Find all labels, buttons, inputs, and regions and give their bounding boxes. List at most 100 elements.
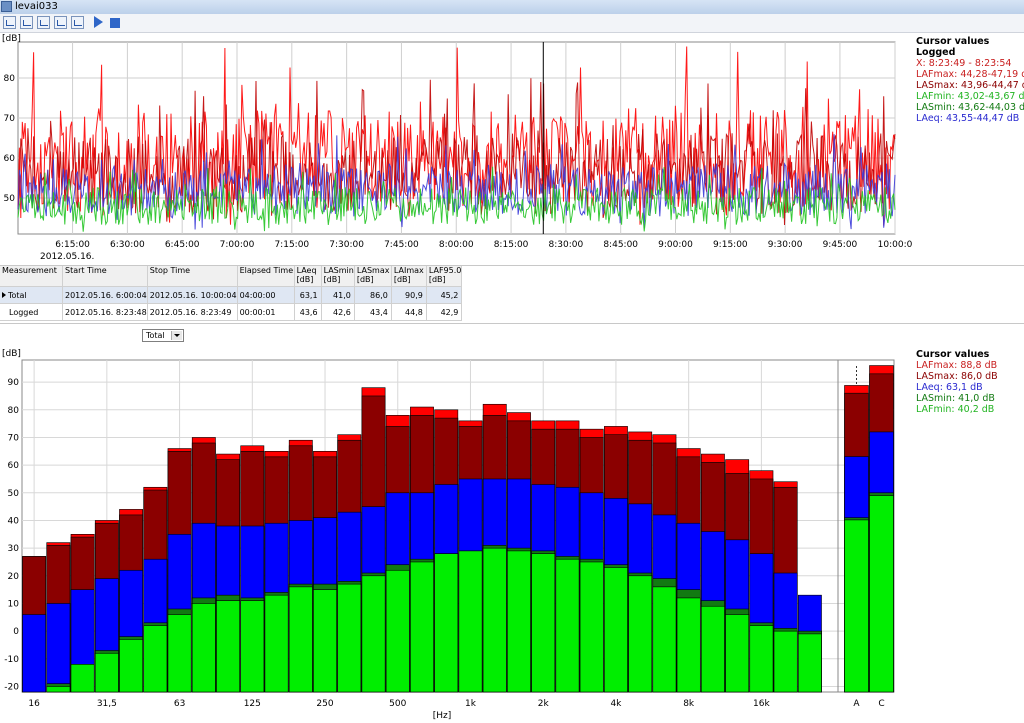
x-tick-label: 7:45:00 (384, 240, 419, 250)
x-tick-label: 10:00:0 (878, 240, 913, 250)
bar-lafmin (797, 633, 822, 693)
y-tick-label: 70 (8, 433, 20, 443)
table-cell: 2012.05.16. 8:23:48 (62, 303, 148, 321)
bar-lafmin (749, 625, 774, 693)
col-header[interactable]: Elapsed Time (237, 266, 295, 287)
col-header[interactable]: Measurement (0, 266, 63, 287)
bar-lafmin (579, 561, 604, 693)
series-line-lafmax (17, 46, 896, 226)
time-history-chart[interactable]: [dB] 50 60 70 80 6:15:00 6:30:00 6:45:00 7:00:00… (0, 32, 916, 264)
chart-icon[interactable] (37, 16, 50, 29)
x-tick-label: 7:00:00 (220, 240, 255, 250)
table-cell: Logged (0, 303, 63, 321)
table-row[interactable]: Logged 2012.05.16. 8:23:48 2012.05.16. 8… (0, 303, 463, 321)
cursor-header: Cursor values (916, 349, 990, 360)
bar-lafmin (313, 589, 337, 693)
cursor-line-lasmin: LASmin: 41,0 dB (916, 393, 995, 404)
x-tick-label: 7:15:00 (274, 240, 309, 250)
bar-lafmin (604, 567, 628, 693)
x-tick-label: 2k (538, 699, 550, 709)
bar-lafmin (676, 597, 701, 693)
bar-total-lafmin (844, 519, 869, 693)
x-tick-label: 31,5 (97, 699, 117, 709)
bar-lafmin (385, 569, 410, 693)
bar-total-lafmin (869, 495, 894, 693)
y-tick-label: 20 (8, 572, 20, 582)
x-tick-label: 9:15:00 (713, 240, 748, 250)
col-header[interactable]: Start Time (62, 266, 148, 287)
col-header[interactable]: Stop Time (147, 266, 238, 287)
table-cell: 2012.05.16. 10:00:04 (147, 286, 238, 304)
table-cell: 2012.05.16. 8:23:49 (147, 303, 238, 321)
x-tick-label: 125 (244, 699, 261, 709)
bar-lafmin (652, 586, 677, 693)
bar-lafmin (482, 547, 507, 693)
table-cell: 86,0 (354, 286, 392, 304)
y-tick-label: 30 (8, 544, 20, 554)
chart-icon[interactable] (3, 16, 16, 29)
col-header[interactable]: LAImax [dB] (391, 266, 427, 287)
bar-lafmin (531, 553, 556, 693)
y-tick-label: 40 (8, 516, 20, 526)
series-line-laeq (17, 134, 896, 230)
col-header[interactable]: LASmax [dB] (354, 266, 392, 287)
x-tick-label: 16k (753, 699, 770, 709)
cursor-line-lasmax: LASmax: 86,0 dB (916, 371, 998, 382)
table-cell: 44,8 (391, 303, 427, 321)
bar-lafmin (167, 614, 192, 693)
col-header[interactable]: LAeq [dB] (294, 266, 322, 287)
col-header[interactable]: LASmin [dB] (321, 266, 355, 287)
y-tick-label: 60 (8, 461, 20, 471)
x-tick-label: 4k (610, 699, 622, 709)
col-header[interactable]: LAF95.0 [dB] (426, 266, 463, 287)
stop-icon[interactable] (110, 18, 120, 28)
series-line-lafmin (17, 166, 896, 232)
measurement-select[interactable]: Total (142, 329, 184, 342)
x-tick-label: A (853, 699, 860, 709)
x-tick-label: 8:00:00 (439, 240, 474, 250)
cursor-line-lasmax: LASmax: 43,96-44,47 dB (916, 80, 1024, 91)
x-tick-label: 8:30:00 (549, 240, 584, 250)
table-cell: Total (0, 286, 63, 304)
table-header-row: Measurement Start Time Stop Time Elapsed… (0, 266, 463, 287)
bar-lafmin (434, 553, 459, 693)
title-bar: levai033 (0, 0, 1024, 14)
cursor-line-lafmax: LAFmax: 44,28-47,19 dB (916, 69, 1024, 80)
table-cell: 43,6 (294, 303, 322, 321)
cursor-line-lafmax: LAFmax: 88,8 dB (916, 360, 998, 371)
bar-lafmin (143, 625, 168, 693)
x-tick-label: 6:15:00 (55, 240, 90, 250)
chart-icon[interactable] (54, 16, 67, 29)
cursor-subheader: Logged (916, 47, 956, 58)
x-tick-label: 1k (465, 699, 477, 709)
cursor-line-x: X: 8:23:49 - 8:23:54 (916, 58, 1012, 69)
play-icon[interactable] (94, 16, 103, 28)
table-row[interactable]: Total 2012.05.16. 6:00:04 2012.05.16. 10… (0, 286, 463, 304)
x-tick-label: C (878, 699, 884, 709)
bar-lafmin (94, 652, 119, 693)
bar-lafmin (216, 600, 240, 693)
window-title: levai033 (15, 1, 58, 12)
x-tick-label: 500 (389, 699, 406, 709)
x-tick-label: 9:30:00 (768, 240, 803, 250)
x-tick-label: 8k (683, 699, 695, 709)
cursor-line-laeq: LAeq: 63,1 dB (916, 382, 983, 393)
chart-icon[interactable] (20, 16, 33, 29)
x-tick-label: 250 (316, 699, 333, 709)
chevron-down-icon[interactable] (171, 331, 182, 340)
bar-lafmin (700, 605, 725, 693)
x-axis-label: [Hz] (433, 711, 452, 721)
chart-icon[interactable] (71, 16, 84, 29)
cell-text: Total (8, 290, 27, 300)
bar-lafmin (240, 600, 265, 693)
date-label: 2012.05.16. (40, 252, 94, 262)
cursor-line-lafmin: LAFmin: 40,2 dB (916, 404, 995, 415)
table-cell: 45,2 (426, 286, 463, 304)
spectrum-chart[interactable]: [dB] -20 -10 0 10 20 30 40 50 60 70 80 90 16 31,5 63 125… (0, 346, 916, 723)
y-tick-label: 80 (4, 74, 16, 84)
x-tick-label: 7:30:00 (329, 240, 364, 250)
bar-lafmin (555, 558, 580, 693)
y-axis-label: [dB] (2, 34, 21, 44)
bar-lafmin (361, 575, 386, 693)
bar-lafmin (119, 639, 144, 693)
